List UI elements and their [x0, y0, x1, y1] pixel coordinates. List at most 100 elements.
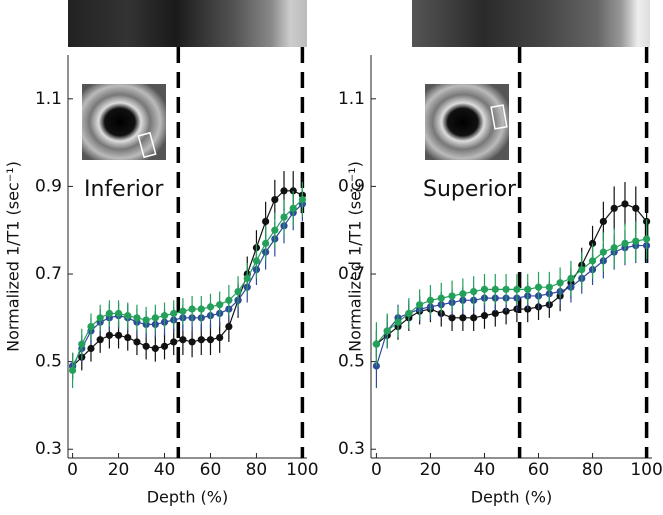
y-tick-label: 1.1	[35, 89, 62, 109]
inset-image	[425, 84, 509, 160]
data-point	[271, 226, 279, 234]
y-tick-label: 0.9	[338, 176, 365, 196]
data-point	[632, 204, 640, 212]
series	[372, 182, 651, 358]
x-tick-label: 40	[154, 460, 176, 480]
data-point	[142, 316, 150, 324]
data-point	[632, 237, 640, 245]
data-point	[114, 309, 123, 318]
data-point	[160, 312, 169, 320]
data-point	[225, 322, 233, 331]
data-point	[206, 336, 215, 344]
data-point	[289, 187, 297, 195]
data-point	[556, 279, 564, 287]
data-point	[262, 217, 270, 226]
data-point	[578, 266, 586, 274]
data-point	[280, 213, 288, 221]
y-tick-label: 0.5	[338, 352, 365, 372]
data-point	[459, 314, 467, 322]
x-axis-label: Depth (%)	[147, 488, 229, 507]
data-point	[491, 285, 499, 293]
data-point	[480, 312, 489, 320]
data-point	[470, 314, 478, 322]
data-point	[448, 292, 456, 300]
data-point	[394, 318, 402, 326]
data-point	[197, 305, 205, 313]
data-point	[383, 327, 391, 335]
data-point	[68, 366, 77, 374]
data-point	[170, 338, 178, 346]
data-point	[216, 301, 224, 309]
series-line	[72, 203, 303, 367]
series-line	[72, 199, 303, 371]
data-point	[610, 244, 618, 252]
x-tick-label: 60	[528, 460, 550, 480]
series-line	[72, 190, 303, 367]
annotation: Inferior	[84, 177, 164, 202]
data-point	[225, 296, 233, 304]
x-tick-label: 60	[200, 460, 222, 480]
data-point	[524, 285, 532, 293]
y-axis-label: Normalized 1/T1 (sec⁻¹)	[346, 161, 365, 352]
x-tick-label: 20	[108, 460, 130, 480]
x-tick-label: 80	[246, 460, 268, 480]
series	[372, 228, 651, 388]
y-tick-label: 0.7	[338, 264, 365, 284]
image-strip	[68, 0, 307, 47]
data-point	[502, 285, 510, 293]
data-point	[470, 287, 478, 296]
x-tick-label: 100	[286, 460, 318, 480]
series	[68, 182, 307, 388]
data-point	[372, 340, 381, 348]
data-point	[642, 235, 651, 243]
series-line	[375, 238, 647, 345]
annotation: Superior	[423, 177, 517, 202]
data-point	[513, 285, 521, 293]
data-point	[96, 336, 104, 344]
data-point	[216, 333, 224, 342]
data-point	[105, 331, 113, 339]
y-axis-label: Normalized 1/T1 (sec⁻¹)	[4, 161, 23, 352]
data-point	[114, 331, 123, 339]
data-point	[142, 342, 150, 350]
y-tick-label: 0.9	[35, 176, 62, 196]
x-tick-label: 0	[371, 460, 382, 480]
data-point	[271, 195, 279, 204]
x-axis-label: Depth (%)	[471, 488, 553, 507]
data-point	[567, 274, 575, 283]
data-point	[610, 204, 618, 212]
data-point	[151, 344, 159, 353]
data-point	[262, 239, 270, 247]
y-tick-label: 0.3	[338, 439, 365, 459]
data-point	[234, 287, 242, 296]
x-tick-label: 100	[630, 460, 662, 480]
x-tick-label: 20	[420, 460, 442, 480]
data-point	[243, 274, 251, 283]
data-point	[298, 195, 307, 204]
data-point	[133, 338, 141, 346]
data-point	[416, 301, 424, 309]
x-tick-label: 40	[474, 460, 496, 480]
data-point	[151, 314, 159, 322]
data-point	[588, 257, 597, 265]
data-point	[437, 294, 445, 302]
data-point	[621, 200, 629, 208]
series	[372, 219, 651, 367]
data-point	[491, 309, 499, 318]
data-point	[170, 309, 178, 318]
series	[68, 186, 307, 380]
y-tick-label: 0.5	[35, 352, 62, 372]
data-point	[545, 283, 553, 291]
data-point	[206, 303, 215, 311]
data-point	[188, 338, 196, 346]
data-point	[426, 296, 435, 304]
data-point	[160, 342, 169, 350]
image-strip	[412, 0, 650, 47]
data-point	[124, 312, 132, 320]
data-point	[405, 309, 413, 318]
series-line	[376, 203, 648, 345]
data-point	[87, 344, 95, 353]
data-point	[105, 309, 113, 318]
data-point	[280, 187, 288, 195]
